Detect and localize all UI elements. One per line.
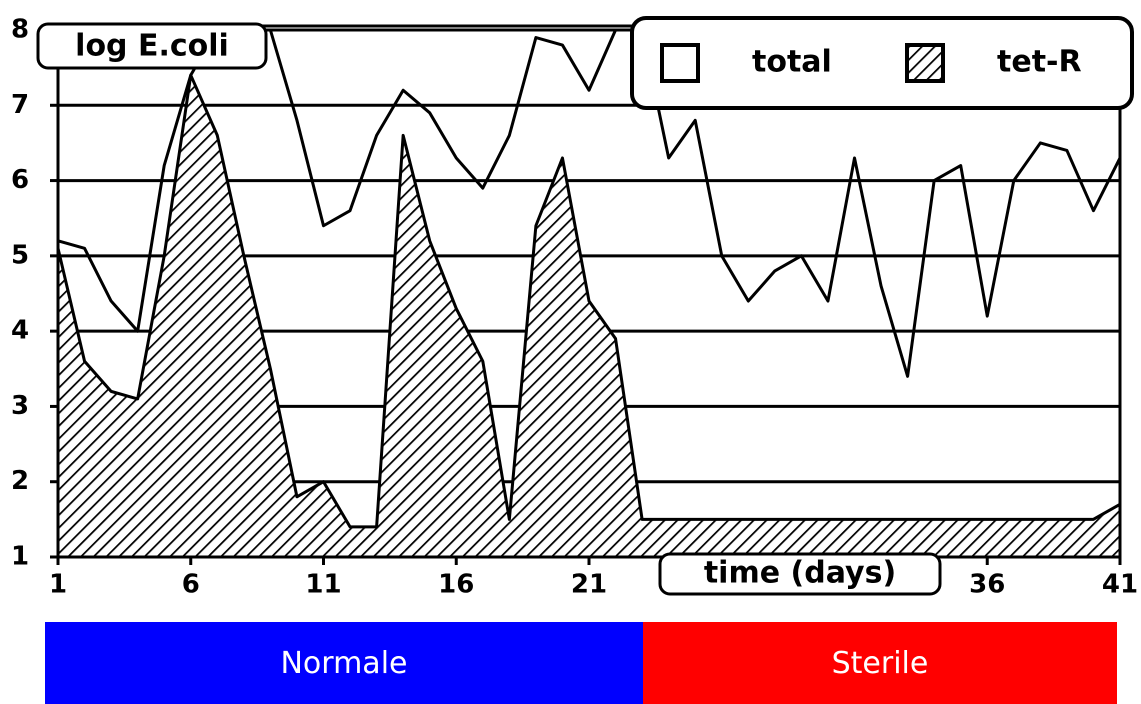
x-tick-label: 16 [438, 570, 474, 600]
y-tick-label: 5 [11, 240, 29, 270]
y-tick-label: 7 [11, 90, 29, 120]
x-tick-label: 11 [305, 570, 341, 600]
legend-swatch [905, 43, 945, 83]
legend-label: tet-R [997, 45, 1082, 80]
x-label-box [658, 552, 942, 596]
x-tick-label: 21 [571, 570, 607, 600]
legend-label: total [752, 45, 832, 80]
period-band: Sterile [643, 622, 1117, 704]
x-tick-label: 6 [182, 570, 200, 600]
x-tick-label: 36 [969, 570, 1005, 600]
y-tick-label: 8 [11, 15, 29, 45]
y-tick-label: 6 [11, 165, 29, 195]
x-tick-label: 1 [49, 570, 67, 600]
y-label-box [36, 22, 268, 70]
legend: total tet-R [630, 16, 1134, 110]
area-1 [56, 73, 1122, 559]
legend-swatch [660, 43, 700, 83]
y-tick-label: 2 [11, 466, 29, 496]
y-tick-label: 1 [11, 542, 29, 572]
y-axis-label: log E.coli [75, 29, 229, 64]
period-band: Normale [45, 622, 643, 704]
y-tick-label: 4 [11, 316, 29, 346]
x-axis-label: time (days) [704, 556, 896, 591]
x-tick-label: 41 [1102, 570, 1138, 600]
y-tick-label: 3 [11, 391, 29, 421]
legend-box [630, 16, 1134, 110]
